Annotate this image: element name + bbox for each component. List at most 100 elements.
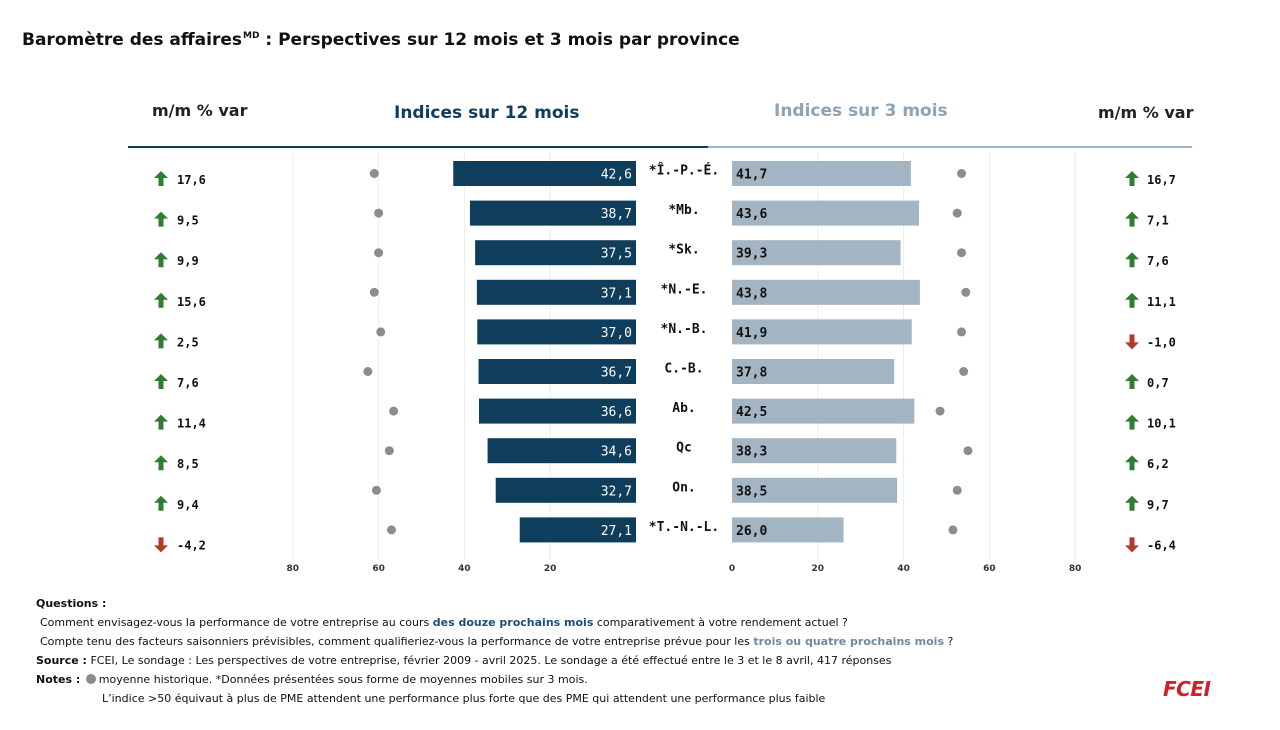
arrow-up-icon <box>1125 171 1139 186</box>
fcei-logo: FCEI <box>1163 677 1211 701</box>
change-12-value: 11,4 <box>177 417 206 431</box>
bar-12-value-label: 34,6 <box>601 445 632 460</box>
arrow-up-icon <box>1125 414 1139 430</box>
bar-12-months <box>477 319 636 345</box>
bar-3-value-label: 41,7 <box>736 168 767 183</box>
bar-12-months <box>519 517 636 543</box>
change-3-value: 9,7 <box>1147 498 1169 512</box>
bar-12-value-label: 27,1 <box>601 524 632 539</box>
historical-average-dot-3 <box>948 525 958 535</box>
question-12-months: Comment envisagez-vous la performance de… <box>40 616 848 629</box>
bar-12-value-label: 36,7 <box>601 366 632 381</box>
bar-12-value-label: 36,6 <box>601 405 632 420</box>
arrow-up-icon <box>154 252 168 268</box>
bar-3-value-label: 38,3 <box>736 445 767 460</box>
arrow-up-icon <box>1125 211 1139 227</box>
province-label: *Sk. <box>668 243 699 258</box>
x-tick-label-right: 20 <box>812 564 825 574</box>
change-12-value: 17,6 <box>177 173 206 187</box>
bar-3-value-label: 41,9 <box>736 326 767 341</box>
change-3-value: 16,7 <box>1147 173 1176 187</box>
bar-3-months <box>732 517 844 543</box>
change-12-value: 8,5 <box>177 457 199 471</box>
arrow-up-icon <box>154 211 168 227</box>
arrow-down-icon <box>1125 537 1139 553</box>
arrow-up-icon <box>1125 374 1139 389</box>
historical-average-dot-3 <box>957 248 967 258</box>
historical-average-dot-3 <box>935 406 945 416</box>
province-label: On. <box>672 480 695 495</box>
question-3-months: Compte tenu des facteurs saisonniers pré… <box>40 635 954 648</box>
change-12-value: 9,9 <box>177 254 199 268</box>
change-12-value: 2,5 <box>177 335 199 349</box>
bar-3-months <box>732 240 901 266</box>
historical-average-dot-12 <box>386 525 396 535</box>
bar-12-months <box>478 359 636 384</box>
arrow-up-icon <box>1125 455 1139 471</box>
historical-average-dot-3 <box>952 208 962 218</box>
index-explanation: L’indice >50 équivaut à plus de PME atte… <box>102 692 826 705</box>
bar-3-months <box>732 279 920 305</box>
bar-12-months <box>487 438 636 464</box>
change-3-value: 11,1 <box>1147 295 1176 309</box>
historical-average-dot-3 <box>957 169 967 178</box>
indices-3-header: Indices sur 3 mois <box>774 101 948 121</box>
historical-average-dot-icon <box>85 674 96 684</box>
province-label: *Î.-P.-É. <box>649 163 719 179</box>
change-3-value: -6,4 <box>1147 538 1176 552</box>
bar-12-months <box>475 240 636 266</box>
x-tick-label-right: 40 <box>897 564 910 574</box>
bar-12-value-label: 37,1 <box>601 286 632 301</box>
historical-average-dot-12 <box>384 446 394 456</box>
historical-average-dot-12 <box>389 406 399 416</box>
historical-average-dot-12 <box>371 485 381 495</box>
bar-12-value-label: 42,6 <box>601 168 632 183</box>
historical-average-dot-3 <box>952 485 962 495</box>
change-3-value: 0,7 <box>1147 376 1169 390</box>
change-12-value: 7,6 <box>177 376 199 390</box>
arrow-down-icon <box>1125 334 1139 350</box>
notes-block: Questions : Comment envisagez-vous la pe… <box>36 594 1176 708</box>
notes-line: Notes : moyenne historique. *Données pré… <box>36 673 588 686</box>
x-tick-label-right: 0 <box>729 564 735 574</box>
change-3-value: 10,1 <box>1147 417 1176 431</box>
x-tick-label-left: 40 <box>458 564 471 574</box>
province-label: *Mb. <box>668 203 699 218</box>
x-tick-label-left: 80 <box>287 564 300 574</box>
arrow-up-icon <box>154 455 168 471</box>
indices-12-header: Indices sur 12 mois <box>394 103 580 123</box>
arrow-up-icon <box>154 414 168 430</box>
historical-average-dot-12 <box>376 327 386 337</box>
bar-3-value-label: 39,3 <box>736 247 767 262</box>
arrow-up-icon <box>154 374 168 389</box>
bar-3-months <box>732 200 920 226</box>
change-12-value: 9,5 <box>177 214 199 228</box>
bar-3-value-label: 43,6 <box>736 207 767 222</box>
bar-12-months <box>478 398 636 424</box>
x-tick-label-right: 60 <box>983 564 996 574</box>
historical-average-dot-12 <box>369 287 379 297</box>
change-3-value: 7,6 <box>1147 254 1169 268</box>
bar-3-value-label: 43,8 <box>736 286 767 301</box>
change-3-value: -1,0 <box>1147 335 1176 349</box>
bar-3-months <box>732 161 911 186</box>
arrow-up-icon <box>1125 495 1139 511</box>
butterfly-chart: 80 60 40 20 0 20 40 60 80 42,6 41,7 *Î.-P.-É. 38,7 43… <box>128 146 1192 574</box>
bar-3-months <box>732 319 912 345</box>
bar-3-value-label: 42,5 <box>736 405 767 420</box>
province-label: Qc <box>676 441 692 456</box>
bar-12-value-label: 32,7 <box>601 484 632 499</box>
bar-12-months <box>453 161 636 186</box>
x-tick-label-left: 60 <box>372 564 385 574</box>
bar-12-months <box>495 477 636 503</box>
province-label: *N.-B. <box>661 322 708 337</box>
change-3-value: 7,1 <box>1147 214 1169 228</box>
bar-12-value-label: 37,0 <box>601 326 632 341</box>
historical-average-dot-12 <box>369 169 379 178</box>
bar-3-months <box>732 477 898 503</box>
bar-3-value-label: 37,8 <box>736 366 767 381</box>
arrow-up-icon <box>1125 252 1139 268</box>
change-12-value: 9,4 <box>177 498 199 512</box>
page-title: Baromètre des affairesMD : Perspectives … <box>22 30 740 50</box>
historical-average-dot-3 <box>963 446 973 456</box>
